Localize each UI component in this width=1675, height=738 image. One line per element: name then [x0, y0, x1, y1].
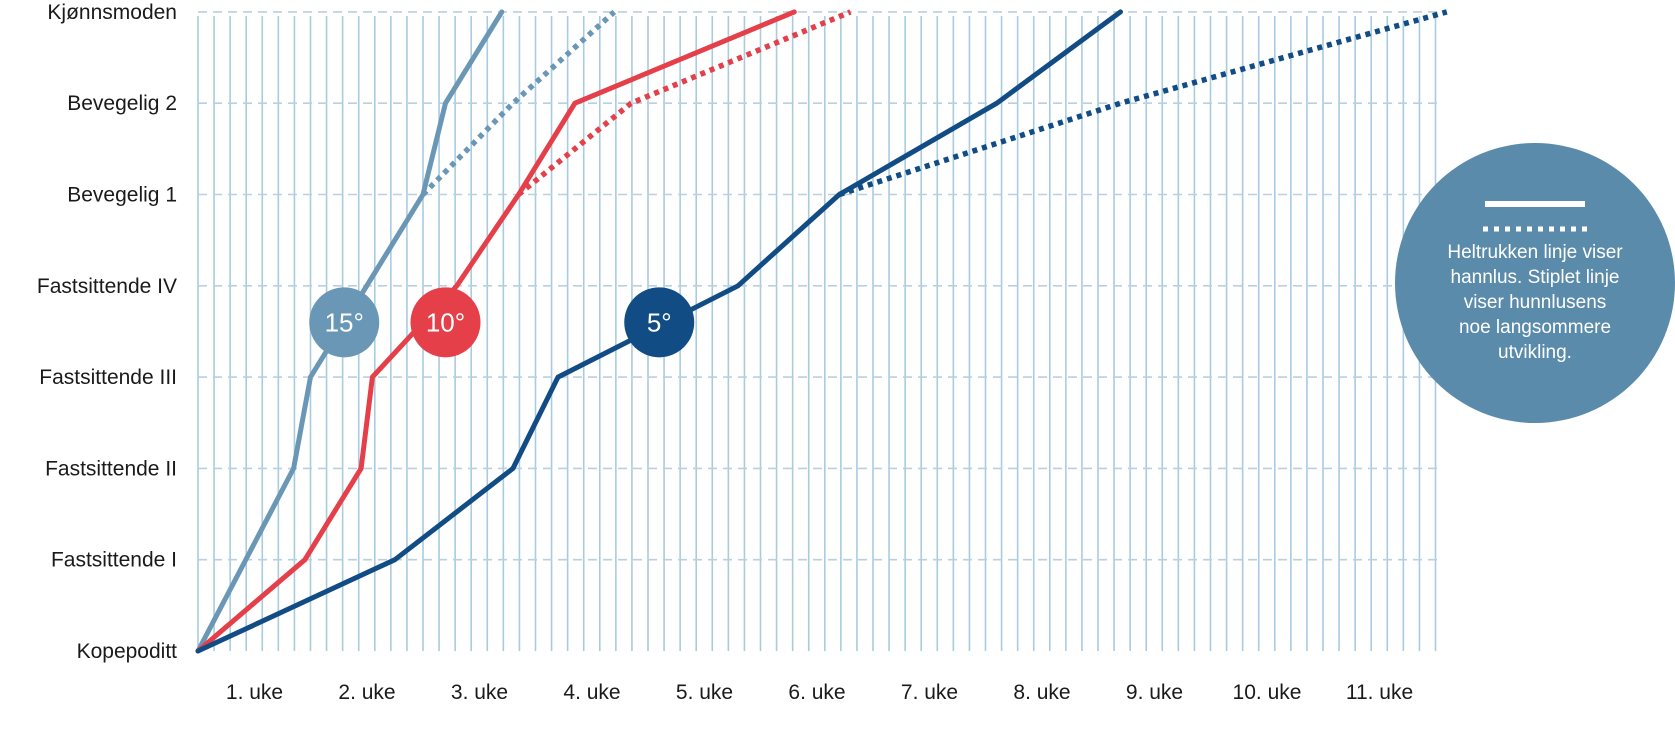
- y-tick-label: Fastsittende I: [51, 549, 177, 572]
- x-tick-label: 1. uke: [226, 681, 283, 704]
- series-line-female: [421, 9, 617, 197]
- y-tick-label: Fastsittende IV: [37, 275, 177, 298]
- temperature-badge-label: 15°: [325, 307, 364, 337]
- horizontal-grid: [198, 11, 1442, 561]
- legend-line-1: Heltrukken linje viser: [1447, 242, 1623, 263]
- temperature-badge-label: 10°: [426, 307, 465, 337]
- x-tick-label: 3. uke: [451, 681, 508, 704]
- y-axis-labels: Kopepoditt Fastsittende I Fastsittende II F…: [37, 1, 177, 663]
- legend-line-4: noe langsommere: [1459, 317, 1611, 338]
- series-line-male: [195, 9, 797, 654]
- series-lines: [195, 9, 1448, 654]
- y-tick-label: Kjønnsmoden: [47, 1, 177, 24]
- temperature-badge: [410, 287, 481, 358]
- temperature-badge: [309, 287, 380, 358]
- x-tick-label: 4. uke: [563, 681, 620, 704]
- legend-line-2: hannlus. Stiplet linje: [1451, 267, 1620, 288]
- x-axis-labels: 1. uke 2. uke 3. uke 4. uke 5. uke 6. uke 7. u…: [226, 681, 1413, 704]
- temperature-badge-label: 5°: [647, 307, 672, 337]
- x-tick-label: 6. uke: [788, 681, 845, 704]
- series-line-male: [195, 9, 505, 654]
- y-tick-label: Fastsittende III: [39, 366, 177, 389]
- x-tick-label: 10. uke: [1233, 681, 1302, 704]
- temperature-badges: 15° 10° 5°: [309, 287, 695, 358]
- y-tick-label: Bevegelig 1: [67, 184, 177, 207]
- x-tick-label: 9. uke: [1126, 681, 1183, 704]
- series-line-female: [516, 9, 852, 197]
- y-tick-label: Bevegelig 2: [67, 92, 177, 115]
- x-tick-label: 5. uke: [676, 681, 733, 704]
- legend-line-3: viser hunnlusens: [1464, 292, 1607, 313]
- series-line-female: [838, 9, 1448, 198]
- x-tick-label: 8. uke: [1013, 681, 1070, 704]
- x-tick-label: 7. uke: [901, 681, 958, 704]
- temperature-badge: [624, 287, 695, 358]
- x-tick-label: 11. uke: [1346, 681, 1413, 704]
- legend: Heltrukken linje viser hannlus. Stiplet …: [1395, 143, 1675, 423]
- legend-line-5: utvikling.: [1498, 342, 1572, 363]
- legend-circle: [1395, 143, 1675, 423]
- y-tick-label: Fastsittende II: [45, 457, 177, 480]
- y-tick-label: Kopepoditt: [77, 640, 178, 663]
- x-tick-label: 2. uke: [338, 681, 395, 704]
- vertical-grid: [197, 16, 1437, 651]
